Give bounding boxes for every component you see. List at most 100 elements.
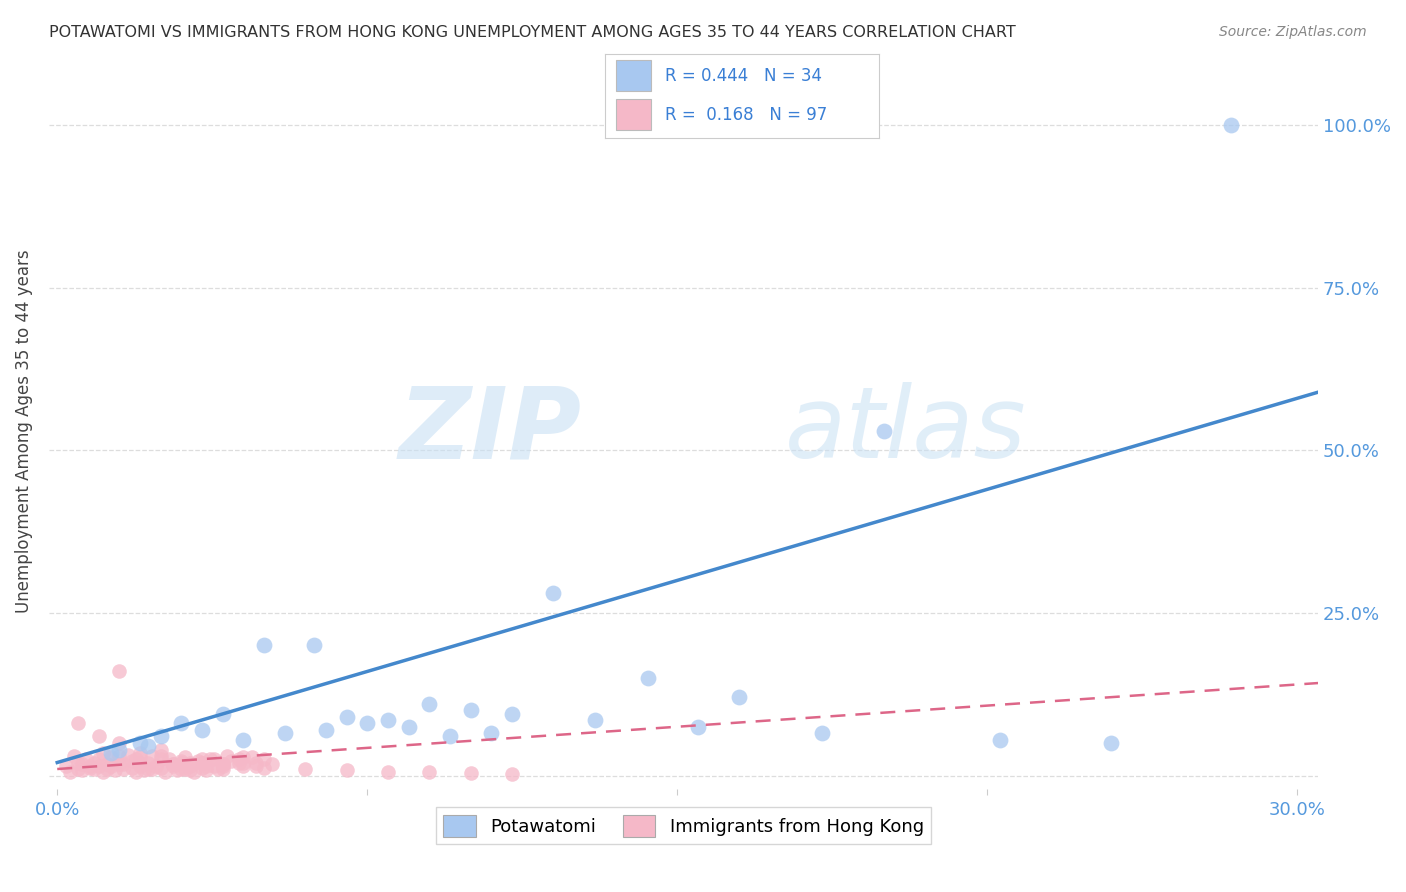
Point [149,752,172,766]
Point [191,756,214,770]
Point [873,424,896,438]
Point [294,762,316,776]
Y-axis label: Unemployment Among Ages 35 to 44 years: Unemployment Among Ages 35 to 44 years [15,249,32,613]
Point [543,586,565,600]
Point [121,754,143,768]
Text: ZIP: ZIP [399,383,582,479]
Point [200,752,222,766]
Point [336,764,359,778]
Point [55,758,77,772]
Point [240,750,263,764]
Point [460,703,482,717]
Point [83,756,105,770]
Text: R = 0.444   N = 34: R = 0.444 N = 34 [665,67,823,85]
Point [232,750,254,764]
Point [129,746,152,760]
Point [202,752,225,766]
Point [66,756,89,770]
Point [228,756,250,770]
Point [191,756,214,770]
Point [356,716,378,731]
Point [129,750,152,764]
Point [100,750,122,764]
Point [108,749,131,764]
Point [125,765,148,780]
Point [117,747,139,762]
Point [174,762,197,776]
Point [170,716,193,731]
Point [253,752,276,766]
Point [108,736,131,750]
Text: POTAWATOMI VS IMMIGRANTS FROM HONG KONG UNEMPLOYMENT AMONG AGES 35 TO 44 YEARS C: POTAWATOMI VS IMMIGRANTS FROM HONG KONG … [49,25,1017,40]
Point [91,746,114,760]
Point [70,764,93,778]
Point [377,764,399,779]
Legend: Potawatomi, Immigrants from Hong Kong: Potawatomi, Immigrants from Hong Kong [436,807,931,844]
Point [149,761,172,775]
Point [811,726,834,740]
Point [87,730,110,744]
Point [170,754,193,768]
Point [112,762,135,776]
Point [112,756,135,771]
Point [686,720,709,734]
Point [174,750,197,764]
Point [232,732,254,747]
Point [479,726,502,740]
Point [170,756,193,770]
Point [141,762,163,776]
Point [315,723,337,737]
Point [418,697,440,711]
Point [75,752,97,766]
Point [191,761,214,775]
Point [501,706,523,721]
Point [108,665,131,679]
Point [79,761,101,775]
Point [141,749,163,764]
Point [108,742,131,756]
Point [460,766,482,780]
Point [87,752,110,766]
Point [145,758,167,772]
Point [377,713,399,727]
Point [62,749,84,764]
Point [398,720,420,734]
Point [179,764,201,778]
Point [211,756,233,771]
Point [83,762,105,776]
Point [70,756,93,771]
Point [183,765,205,780]
Point [302,639,325,653]
Point [232,756,254,770]
Point [162,758,184,772]
Point [66,716,89,731]
Point [211,756,233,771]
Point [96,756,118,771]
Point [253,639,276,653]
Point [108,756,131,771]
Point [129,756,152,770]
Point [202,758,225,772]
Point [59,765,82,780]
Point [207,762,229,776]
Point [336,710,359,724]
Point [439,730,461,744]
Point [162,756,184,771]
Point [637,671,659,685]
Point [149,730,172,744]
Point [132,764,155,778]
Point [96,762,118,776]
Point [179,758,201,772]
Point [501,766,523,780]
Point [179,756,201,770]
Point [232,758,254,772]
Point [1220,118,1243,132]
Point [262,756,284,771]
Text: atlas: atlas [785,383,1026,479]
Point [79,758,101,772]
Point [129,736,152,750]
Point [129,758,152,772]
Point [170,762,193,776]
Point [91,765,114,780]
Point [211,706,233,721]
